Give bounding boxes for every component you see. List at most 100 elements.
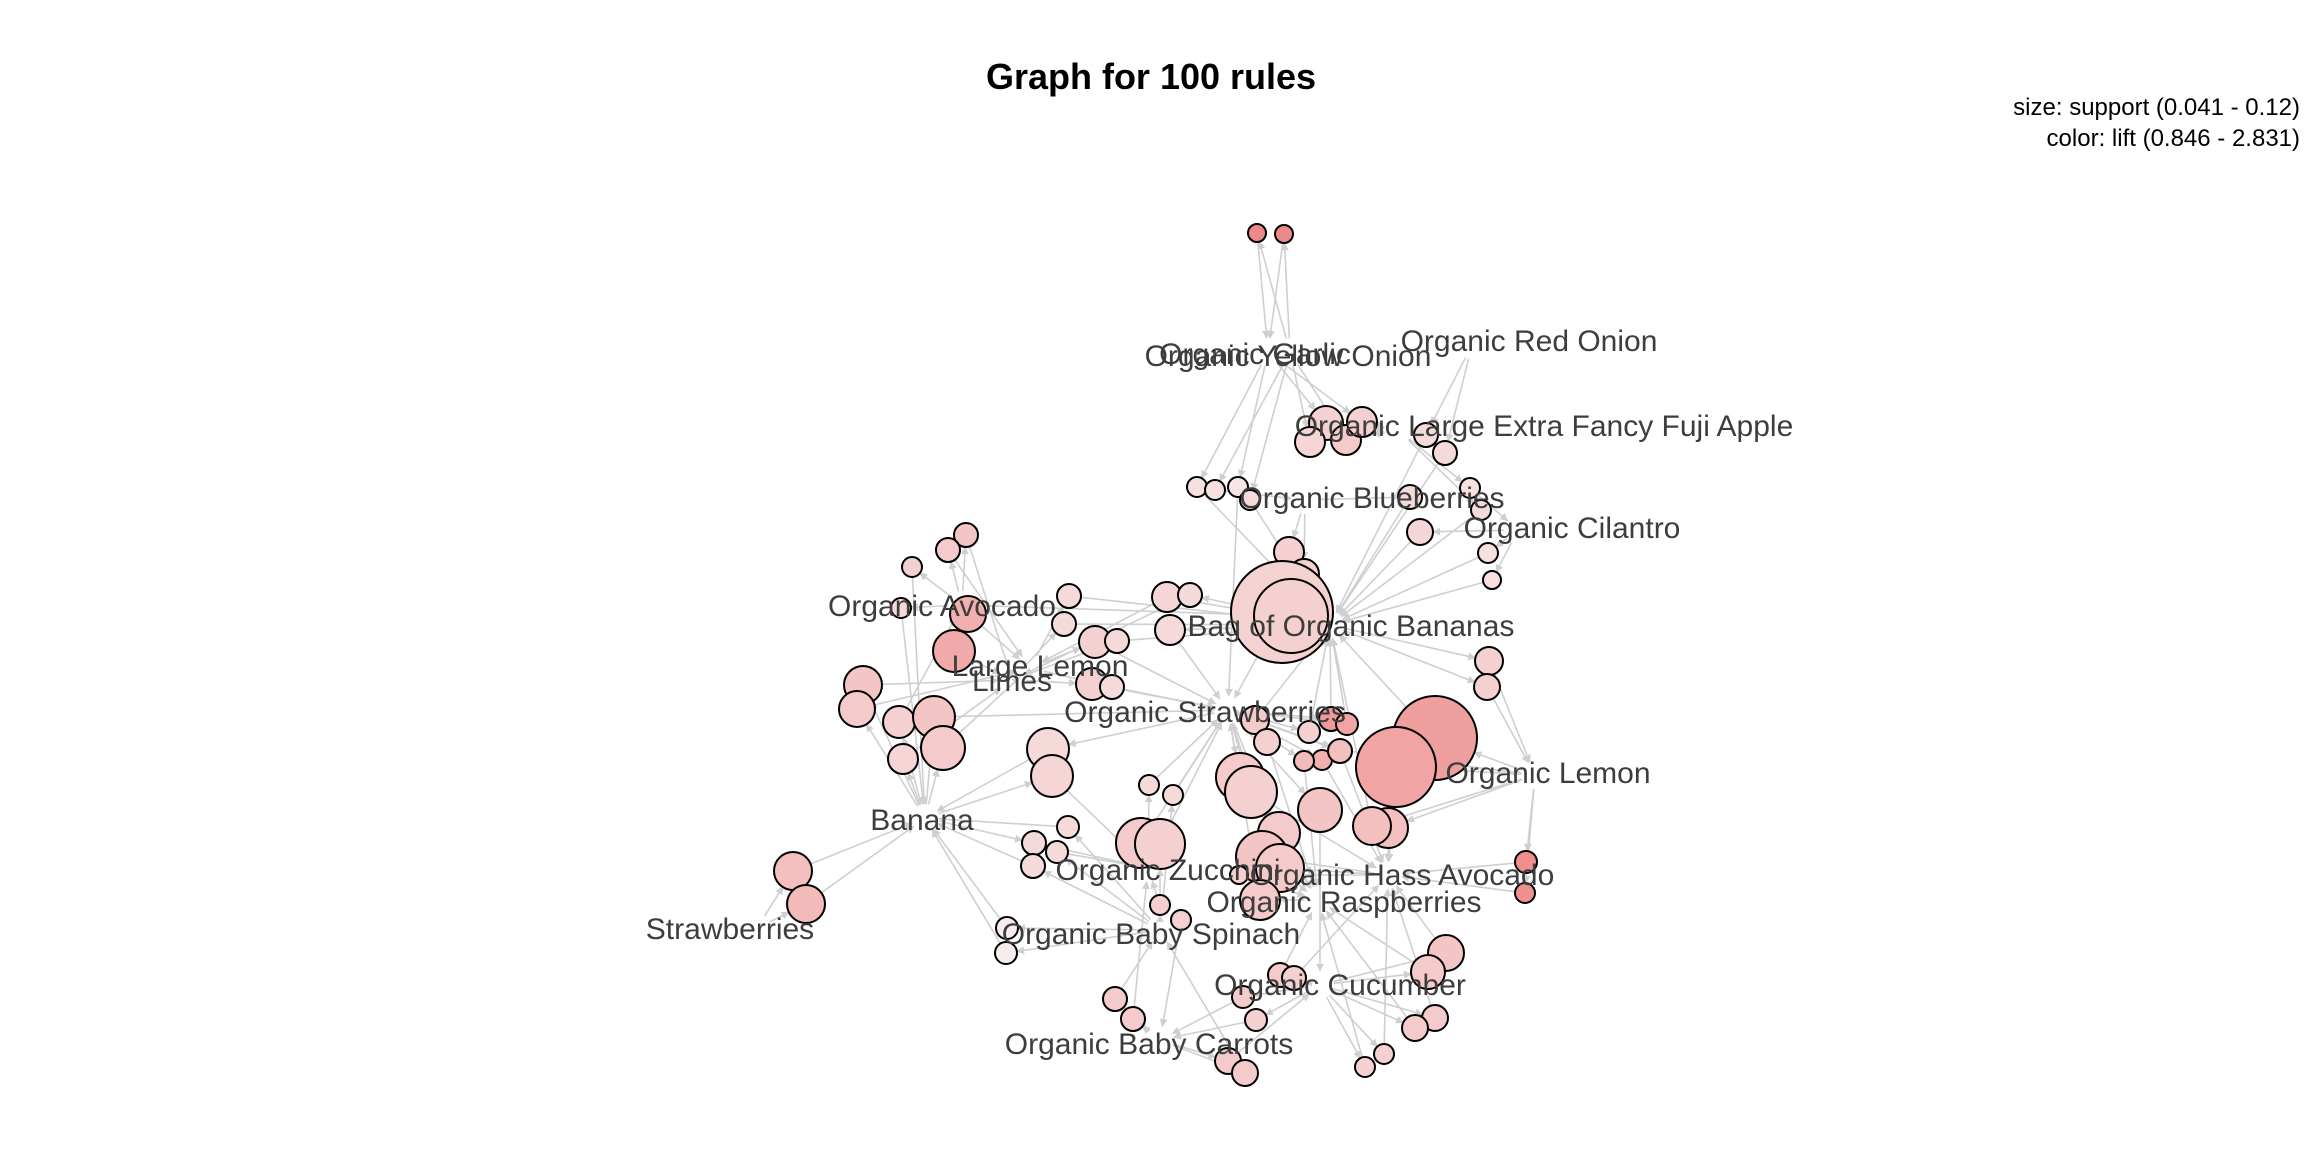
- rule-edge: [938, 820, 1024, 843]
- rule-nodes: [773, 223, 1538, 1087]
- rule-node: [1355, 726, 1437, 808]
- rule-node: [1470, 499, 1492, 521]
- rule-edge: [1337, 462, 1439, 615]
- rule-edge: [1133, 881, 1150, 1008]
- rule-edge: [763, 886, 784, 917]
- rule-edge: [881, 676, 999, 686]
- rule-edge: [1257, 241, 1271, 339]
- rule-node: [838, 690, 876, 728]
- rule-edge: [1492, 698, 1529, 764]
- rule-edge: [1445, 358, 1470, 443]
- rule-edge: [1171, 1001, 1234, 1035]
- item-label-organic-zucchini: Organic Zucchini: [1055, 854, 1280, 887]
- rule-node: [1045, 840, 1069, 864]
- rule-node: [1410, 954, 1446, 990]
- rule-node: [994, 941, 1018, 965]
- item-label-organic-garlic: Organic Garlic: [1159, 338, 1351, 371]
- rule-node: [1293, 750, 1315, 772]
- rule-edge: [1303, 866, 1375, 875]
- rule-node: [786, 884, 826, 924]
- rule-node: [1162, 784, 1184, 806]
- rule-node: [1056, 815, 1080, 839]
- item-label-organic-baby-carrots: Organic Baby Carrots: [1005, 1028, 1293, 1061]
- item-label-organic-fuji-apple: Organic Large Extra Fancy Fuji Apple: [1295, 410, 1794, 443]
- rule-edge: [1043, 870, 1148, 925]
- rule-edge: [1172, 1021, 1246, 1040]
- rule-node: [1244, 1008, 1268, 1032]
- rule-node: [1459, 477, 1481, 499]
- rule-node: [949, 595, 987, 633]
- rule-node: [1170, 909, 1192, 931]
- rule-edge: [1336, 506, 1405, 614]
- rule-node: [1120, 1006, 1146, 1032]
- rule-node: [1327, 738, 1353, 764]
- rule-edge: [1292, 365, 1310, 429]
- rule-edge: [1310, 637, 1330, 722]
- rule-node: [1138, 774, 1160, 796]
- rule-edge: [901, 617, 927, 805]
- rule-edge: [968, 546, 1010, 668]
- rule-edge: [938, 781, 1033, 815]
- graph-title: Graph for 100 rules: [986, 56, 1316, 97]
- rule-edge: [1266, 242, 1284, 339]
- rule-edge: [1383, 888, 1392, 1045]
- item-label-organic-lemon: Organic Lemon: [1445, 757, 1650, 790]
- rule-edge: [1166, 941, 1240, 1063]
- rule-edge: [1333, 970, 1412, 985]
- rule-edge: [1141, 1025, 1151, 1034]
- rule-node: [932, 629, 976, 673]
- rule-node: [1240, 705, 1270, 735]
- rule-edge: [1237, 993, 1310, 1054]
- rule-edge: [1342, 556, 1480, 620]
- item-label-organic-blueberries: Organic Blueberries: [1239, 482, 1504, 515]
- rule-node: [1056, 583, 1082, 609]
- rule-node: [1247, 223, 1267, 243]
- rule-edge: [1318, 493, 1399, 502]
- item-label-banana: Banana: [870, 804, 974, 837]
- rule-edge: [1301, 884, 1380, 970]
- rule-node: [887, 743, 919, 775]
- rule-edge: [1432, 527, 1505, 536]
- rule-edge: [1234, 656, 1259, 699]
- rule-edge: [1401, 862, 1516, 877]
- rule-node: [1149, 894, 1171, 916]
- item-label-bag-of-organic-bananas: Bag of Organic Bananas: [1188, 610, 1515, 643]
- rule-edge: [1333, 988, 1424, 1017]
- rule-edge: [1326, 996, 1361, 1059]
- rule-edge: [1264, 991, 1309, 1016]
- rule-edge: [1329, 638, 1346, 714]
- rule-edge: [1120, 941, 1154, 990]
- rule-node: [1231, 1059, 1259, 1087]
- rule-edge: [937, 822, 1023, 862]
- rule-edge: [1342, 629, 1476, 684]
- rule-node: [1297, 787, 1343, 833]
- item-label-organic-red-onion: Organic Red Onion: [1401, 325, 1658, 358]
- rule-edge: [1065, 858, 1150, 923]
- rule-edge: [1339, 540, 1412, 616]
- item-label-organic-baby-spinach: Organic Baby Spinach: [1002, 918, 1301, 951]
- rule-edge: [1476, 493, 1509, 522]
- rule-node: [920, 725, 966, 771]
- rule-node: [995, 916, 1019, 940]
- rule-node: [1354, 1056, 1376, 1078]
- rule-node: [1102, 986, 1128, 1012]
- rule-edge: [960, 546, 969, 592]
- rule-node: [901, 556, 923, 578]
- rule-node: [1255, 843, 1305, 893]
- rule-node: [1239, 489, 1261, 511]
- item-label-large-lemon: Large Lemon: [952, 650, 1129, 683]
- rule-edge: [927, 768, 940, 805]
- rule-edge: [1025, 678, 1077, 687]
- rule-node: [1373, 1043, 1395, 1065]
- item-labels: Organic Garlic Organic Yellow Onion Orga…: [646, 325, 1793, 1061]
- rule-edge: [948, 560, 960, 592]
- rule-node: [1397, 484, 1423, 510]
- rule-edge: [1495, 537, 1508, 548]
- rule-edge: [919, 572, 952, 598]
- rule-node: [1204, 479, 1226, 501]
- rule-node: [935, 537, 961, 563]
- rule-edge: [910, 603, 949, 612]
- rule-edge: [1326, 638, 1335, 708]
- rule-edge: [1406, 778, 1523, 823]
